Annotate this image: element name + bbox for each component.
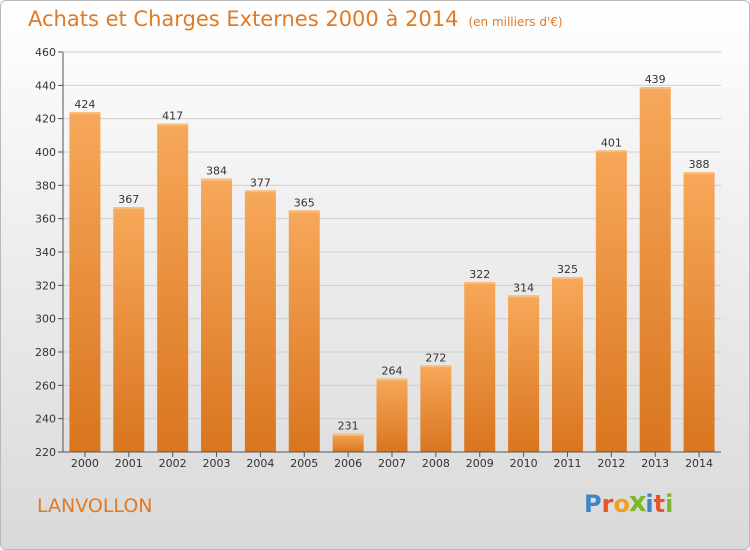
x-tick-label-2008: 2008 xyxy=(422,457,450,470)
bar-2009 xyxy=(464,282,496,452)
x-tick-label-2010: 2010 xyxy=(510,457,538,470)
y-tick-label: 300 xyxy=(35,313,56,326)
y-tick-label: 280 xyxy=(35,346,56,359)
bar-2013 xyxy=(639,87,671,452)
bar-top-2004 xyxy=(244,190,276,193)
data-label-2006: 231 xyxy=(338,420,359,433)
bar-top-2000 xyxy=(69,112,101,114)
logo-letter: P xyxy=(584,490,602,518)
bar-2007 xyxy=(376,378,408,452)
y-tick-label: 460 xyxy=(35,46,56,59)
data-label-2005: 365 xyxy=(294,196,315,209)
bar-top-2012 xyxy=(595,150,627,153)
x-tick-label-2012: 2012 xyxy=(597,457,625,470)
y-tick-label: 220 xyxy=(35,446,56,459)
bar-2006 xyxy=(332,433,364,452)
bar-2005 xyxy=(288,210,320,452)
bar-top-2010 xyxy=(508,295,540,298)
bar-top-2003 xyxy=(201,178,233,181)
bar-2011 xyxy=(551,277,583,452)
bar-top-2009 xyxy=(464,282,496,284)
logo-letter: i xyxy=(645,490,654,518)
x-tick-label-2003: 2003 xyxy=(203,457,231,470)
data-label-2009: 322 xyxy=(469,268,490,281)
data-label-2014: 388 xyxy=(689,158,710,171)
proxiti-logo[interactable]: Proxiti xyxy=(584,486,674,518)
bar-top-2008 xyxy=(420,365,452,368)
x-tick-label-2006: 2006 xyxy=(334,457,362,470)
x-tick-label-2001: 2001 xyxy=(115,457,143,470)
logo-letter: t xyxy=(653,490,666,518)
data-label-2003: 384 xyxy=(206,165,227,178)
bar-top-2007 xyxy=(376,378,408,381)
y-tick-label: 260 xyxy=(35,379,56,392)
x-tick-label-2014: 2014 xyxy=(685,457,713,470)
x-tick-label-2000: 2000 xyxy=(71,457,99,470)
logo-letter: r xyxy=(601,490,614,518)
data-label-2002: 417 xyxy=(162,110,183,123)
x-tick-label-2011: 2011 xyxy=(553,457,581,470)
chart-subtitle: (en milliers d'€) xyxy=(468,15,563,29)
bar-2004 xyxy=(244,190,276,453)
data-label-2012: 401 xyxy=(601,136,622,149)
data-label-2013: 439 xyxy=(645,73,666,86)
bar-top-2001 xyxy=(113,207,145,209)
y-tick-label: 400 xyxy=(35,146,56,159)
x-tick-label-2007: 2007 xyxy=(378,457,406,470)
axes: 220 240 260 280 300 320 340 360 380 400 420 440 460 2… xyxy=(35,46,721,470)
bar-2003 xyxy=(201,178,233,452)
y-tick-label: 320 xyxy=(35,279,56,292)
data-label-2004: 377 xyxy=(250,176,271,189)
bar-2002 xyxy=(157,123,189,453)
y-tick-label: 440 xyxy=(35,79,56,92)
y-tick-label: 360 xyxy=(35,213,56,226)
town-name: LANVOLLON xyxy=(37,495,153,517)
bar-2010 xyxy=(508,295,540,452)
bars xyxy=(69,87,715,453)
data-label-2008: 272 xyxy=(425,351,446,364)
x-tick-label-2005: 2005 xyxy=(290,457,318,470)
data-label-2011: 325 xyxy=(557,263,578,276)
x-tick-label-2013: 2013 xyxy=(641,457,669,470)
x-tick-label-2004: 2004 xyxy=(246,457,274,470)
data-labels: 424 367 417 384 377 365 231 264 272 322 314 325 401 4… xyxy=(74,73,709,433)
bar-top-2006 xyxy=(332,433,364,436)
bar-top-2011 xyxy=(551,277,583,279)
bar-2000 xyxy=(69,112,101,452)
logo-letter: i xyxy=(665,490,674,518)
bar-2008 xyxy=(420,365,452,452)
x-tick-label-2009: 2009 xyxy=(466,457,494,470)
y-tick-label: 240 xyxy=(35,413,56,426)
logo-letter: o xyxy=(613,490,630,518)
bar-top-2013 xyxy=(639,87,671,89)
y-tick-label: 420 xyxy=(35,113,56,126)
data-label-2007: 264 xyxy=(382,365,403,378)
bar-2001 xyxy=(113,207,145,452)
data-label-2010: 314 xyxy=(513,281,534,294)
chart-title-text: Achats et Charges Externes 2000 à 2014 xyxy=(28,7,459,31)
chart-title: Achats et Charges Externes 2000 à 2014 (e… xyxy=(28,7,563,31)
y-tick-label: 340 xyxy=(35,246,56,259)
bar-top-2005 xyxy=(288,210,320,213)
bar-top-2002 xyxy=(157,123,189,126)
bar-2012 xyxy=(595,150,627,453)
bar-2014 xyxy=(683,172,715,452)
data-label-2001: 367 xyxy=(118,193,139,206)
bar-top-2014 xyxy=(683,172,715,174)
x-tick-label-2002: 2002 xyxy=(159,457,187,470)
data-label-2000: 424 xyxy=(74,98,95,111)
y-tick-label: 380 xyxy=(35,179,56,192)
logo-letter: x xyxy=(628,485,647,519)
